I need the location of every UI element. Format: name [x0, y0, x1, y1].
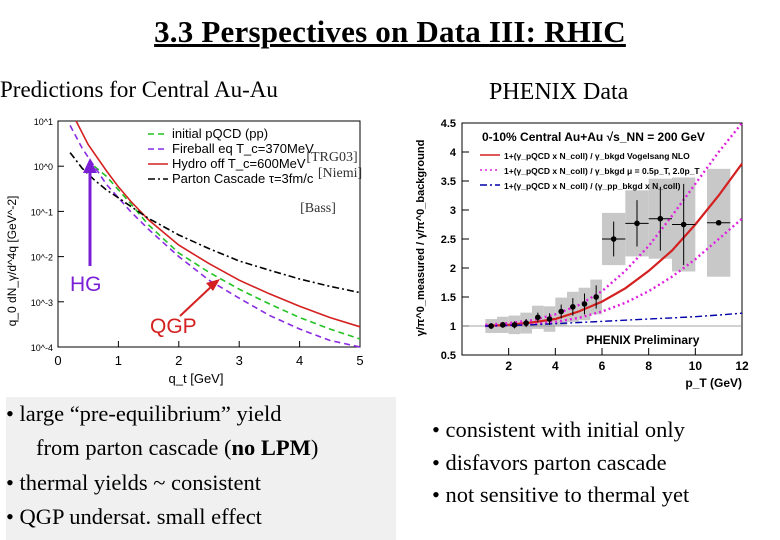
- right-chart-title: 0-10% Central Au+Au √s_NN = 200 GeV: [482, 130, 705, 144]
- right-x-tick-label: 4: [552, 359, 559, 373]
- left-series-line: [69, 152, 361, 294]
- left-heading: Predictions for Central Au-Au: [0, 77, 278, 102]
- right-data-point: [610, 236, 617, 242]
- right-data-point: [657, 215, 664, 222]
- right-x-axis-label: p_T (GeV): [685, 376, 742, 390]
- qgp-label: QGP: [150, 315, 197, 338]
- left-bullets: • large “pre-equilibrium” yield from par…: [6, 397, 396, 540]
- left-legend-label: initial pQCD (pp): [172, 126, 268, 141]
- right-theory-curve: [485, 217, 743, 328]
- left-series-line: [93, 165, 361, 340]
- qgp-arrow-shaft: [179, 284, 214, 317]
- left-legend-label: Fireball eq T_c=370MeV: [172, 141, 314, 156]
- left-y-tick-label: 10^-3: [31, 298, 53, 308]
- left-legend-ref: [Bass]: [300, 201, 336, 216]
- phenix-chart: 2 4 6 8 10 12 0.5 1 1.5 2 2.5 3 3.5 4 4.5 p_T (GeV) γ/π^…: [402, 113, 780, 393]
- right-y-tick-label: 4.5: [441, 118, 456, 130]
- left-legend-label: Parton Cascade τ=3fm/c: [172, 171, 314, 186]
- right-data-point: [488, 323, 494, 329]
- right-legend-label: 1+(γ_pQCD x N_coll) / γ_bkgd μ = 0.5p_T,…: [504, 166, 700, 176]
- left-x-tick-label: 2: [175, 353, 182, 368]
- right-y-tick-label: 3.5: [441, 176, 456, 188]
- left-legend-ref: [Niemi]: [318, 166, 362, 181]
- left-x-tick-label: 3: [236, 353, 243, 368]
- right-data-point: [546, 316, 553, 322]
- right-data-point: [680, 221, 687, 228]
- right-legend-label: 1+(γ_pQCD x N_coll) / (γ_pp_bkgd x N_col…: [504, 181, 681, 191]
- left-bullet-1-bold: no LPM: [231, 435, 311, 461]
- left-bullet-1: • large “pre-equilibrium” yield: [6, 401, 282, 426]
- right-data-point: [523, 320, 529, 326]
- left-y-tick-label: 10^-4: [31, 343, 53, 353]
- left-bullet-1-cont: from parton cascade (no LPM): [6, 431, 396, 465]
- left-y-axis-label: q_0 dN_γ/d^4q [GeV^-2]: [5, 196, 19, 327]
- right-x-tick-label: 2: [505, 359, 512, 373]
- right-bullets: • consistent with initial only • disfavo…: [432, 414, 689, 512]
- right-bullet-3: • not sensitive to thermal yet: [432, 482, 690, 508]
- predictions-chart: 0 1 2 3 4 5 10^1 10^0 10^-1 10^-2 10^-3 10^-4 q_t [G…: [0, 111, 392, 393]
- left-y-tick-label: 10^1: [34, 117, 53, 127]
- right-y-tick-label: 1.5: [441, 292, 456, 304]
- right-data-point: [558, 308, 564, 315]
- right-x-tick-label: 6: [599, 359, 606, 373]
- right-data-point: [511, 322, 518, 328]
- slide-title: 3.3 Perspectives on Data III: RHIC: [154, 14, 626, 49]
- left-legend-ref: [TRG03]: [306, 150, 357, 165]
- right-y-tick-label: 3: [450, 205, 456, 217]
- left-plot-frame: [57, 120, 361, 348]
- right-y-tick-label: 4: [450, 147, 457, 159]
- right-data-point: [535, 314, 541, 321]
- right-data-point: [634, 220, 640, 227]
- left-x-axis-label: q_t [GeV]: [169, 371, 224, 386]
- left-bullet-2: • thermal yields ~ consistent: [6, 469, 262, 495]
- right-x-tick-label: 10: [689, 359, 703, 373]
- left-y-tick-label: 10^-2: [31, 253, 53, 263]
- left-bullet-1-cont-post: ): [310, 435, 319, 461]
- right-x-tick-label: 12: [735, 359, 749, 373]
- left-bullet-3: • QGP undersat. small effect: [6, 504, 262, 530]
- right-data-point: [593, 294, 599, 300]
- right-y-tick-label: 2: [450, 263, 456, 275]
- hg-label: HG: [70, 273, 102, 296]
- hg-arrow-head: [83, 158, 97, 173]
- right-y-tick-label: 2.5: [441, 234, 456, 246]
- right-x-tick-label: 8: [645, 359, 652, 373]
- right-data-point: [715, 219, 722, 226]
- right-preliminary-label: PHENIX Preliminary: [586, 333, 700, 347]
- right-data-point: [570, 304, 576, 310]
- qgp-arrow-head: [206, 279, 220, 291]
- right-y-axis-label: γ/π^0_measured / γ/π^0_background: [415, 140, 427, 337]
- right-legend-label: 1+(γ_pQCD x N_coll) / γ_bkgd Vogelsang N…: [504, 151, 690, 161]
- left-series-line: [75, 120, 361, 328]
- left-y-tick-label: 10^-1: [31, 207, 53, 217]
- left-x-tick-label: 1: [115, 353, 122, 368]
- right-bullet-1: • consistent with initial only: [432, 417, 685, 442]
- left-series-line: [69, 125, 361, 348]
- left-y-tick-label: 10^0: [34, 162, 53, 172]
- left-bullet-1-cont-pre: from parton cascade (: [36, 435, 232, 461]
- right-y-tick-label: 0.5: [441, 350, 456, 362]
- right-theory-curve: [485, 312, 743, 327]
- right-heading: PHENIX Data: [489, 79, 629, 105]
- left-x-tick-label: 0: [54, 353, 61, 368]
- left-x-tick-label: 4: [296, 353, 303, 368]
- left-legend-label: Hydro off T_c=600MeV: [172, 156, 306, 171]
- right-data-point: [500, 322, 506, 328]
- right-bullet-2: • disfavors parton cascade: [432, 449, 667, 475]
- left-x-tick-label: 5: [356, 353, 363, 368]
- right-y-tick-label: 1: [450, 321, 456, 333]
- right-data-point: [581, 301, 588, 307]
